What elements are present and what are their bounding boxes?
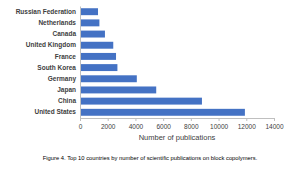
- x-tick: 2000: [101, 118, 116, 130]
- caption: Figure 4. Top 10 countries by number of …: [43, 155, 258, 161]
- x-axis-line: [81, 119, 275, 122]
- x-tick-mark: [274, 118, 275, 121]
- x-tick: 12000: [238, 118, 256, 130]
- x-tick-label: 2000: [101, 123, 116, 130]
- x-tick-mark: [219, 118, 220, 121]
- y-tick: Japan: [57, 86, 80, 94]
- y-tick-label: Russian Federation: [16, 8, 76, 15]
- x-tick: 10000: [210, 118, 228, 130]
- x-tick: 8000: [184, 118, 199, 130]
- bar: [80, 53, 116, 60]
- x-tick-label: 12000: [238, 123, 256, 130]
- y-tick: China: [58, 97, 80, 104]
- x-tick-label: 14000: [265, 123, 283, 130]
- x-tick-mark: [135, 118, 136, 121]
- y-tick-label: Germany: [48, 75, 77, 83]
- x-tick-label: 4000: [129, 123, 144, 130]
- x-tick-mark: [246, 118, 247, 121]
- y-tick-label: France: [55, 52, 77, 59]
- plot: 0 2000 4000 6000 8000 10000 12000 14000 Russian …: [16, 7, 284, 130]
- bar: [80, 31, 105, 38]
- y-tick: United States: [34, 108, 80, 115]
- x-tick-mark: [163, 118, 164, 121]
- x-tick-label: 10000: [210, 123, 228, 130]
- x-tick-mark: [191, 118, 192, 121]
- x-tick-label: 0: [79, 123, 83, 130]
- y-tick-label: United States: [34, 108, 76, 115]
- x-axis-title: Number of publications: [139, 133, 216, 142]
- y-axis-line: [80, 7, 81, 119]
- y-tick: Germany: [48, 75, 80, 83]
- y-tick: Netherlands: [38, 19, 80, 26]
- y-tick: Canada: [53, 30, 80, 37]
- y-tick-label: Canada: [53, 30, 77, 37]
- bar: [80, 19, 99, 26]
- chart: 0 2000 4000 6000 8000 10000 12000 14000 Russian …: [0, 0, 300, 170]
- y-tick: France: [55, 52, 80, 59]
- x-tick: 6000: [156, 118, 171, 130]
- y-tick-label: United Kingdom: [26, 41, 76, 49]
- y-tick: United Kingdom: [26, 41, 80, 49]
- bar: [80, 109, 245, 116]
- bars: [80, 8, 245, 116]
- y-tick-label: South Korea: [37, 64, 76, 71]
- x-axis: 0 2000 4000 6000 8000 10000 12000 14000: [79, 118, 284, 130]
- x-tick: 14000: [265, 118, 283, 130]
- bar: [80, 75, 137, 82]
- bar: [80, 8, 98, 15]
- y-tick: Russian Federation: [16, 8, 80, 15]
- x-tick-mark: [108, 118, 109, 121]
- y-tick-label: Netherlands: [38, 19, 76, 26]
- bar: [80, 42, 113, 49]
- bar: [80, 98, 202, 105]
- y-tick-label: Japan: [57, 86, 76, 94]
- x-tick: 4000: [129, 118, 144, 130]
- x-tick: 0: [79, 118, 83, 130]
- bar: [80, 86, 156, 93]
- bar: [80, 64, 117, 71]
- y-tick: South Korea: [37, 64, 80, 71]
- x-tick-label: 8000: [184, 123, 199, 130]
- x-tick-label: 6000: [156, 123, 171, 130]
- y-axis: Russian Federation Netherlands Canada Unite…: [16, 7, 81, 119]
- y-tick-label: China: [58, 97, 76, 104]
